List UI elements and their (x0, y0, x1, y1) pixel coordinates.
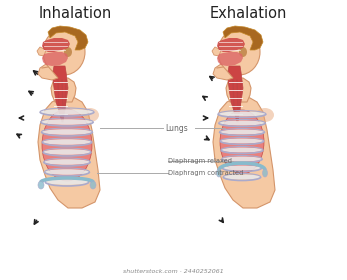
Ellipse shape (239, 47, 247, 57)
Ellipse shape (90, 181, 96, 189)
Ellipse shape (64, 47, 72, 57)
Text: Lungs: Lungs (165, 123, 188, 132)
Polygon shape (226, 78, 251, 102)
Ellipse shape (40, 109, 94, 115)
Ellipse shape (38, 181, 44, 189)
Polygon shape (38, 95, 100, 208)
Polygon shape (213, 64, 233, 80)
Text: Diaphragm relaxed: Diaphragm relaxed (168, 158, 232, 164)
Ellipse shape (220, 130, 264, 134)
Ellipse shape (42, 109, 92, 181)
Ellipse shape (219, 121, 265, 125)
Polygon shape (42, 52, 68, 66)
Text: Exhalation: Exhalation (209, 6, 287, 21)
Text: shutterstock.com · 2440252061: shutterstock.com · 2440252061 (122, 269, 223, 274)
Ellipse shape (44, 169, 90, 175)
Text: Inhalation: Inhalation (39, 6, 112, 21)
Ellipse shape (81, 108, 99, 122)
Text: Diaphragm contracted: Diaphragm contracted (168, 170, 243, 176)
Ellipse shape (42, 129, 93, 135)
Polygon shape (48, 26, 88, 50)
Ellipse shape (217, 169, 221, 177)
Ellipse shape (218, 29, 260, 75)
Ellipse shape (221, 148, 263, 152)
Ellipse shape (256, 108, 274, 122)
Ellipse shape (43, 29, 85, 75)
Polygon shape (38, 64, 58, 80)
Polygon shape (213, 95, 275, 208)
Polygon shape (37, 47, 46, 56)
Ellipse shape (220, 139, 264, 143)
Polygon shape (51, 78, 76, 102)
Polygon shape (212, 47, 221, 56)
Ellipse shape (222, 165, 262, 171)
Polygon shape (53, 66, 68, 122)
Ellipse shape (223, 174, 261, 179)
Ellipse shape (44, 159, 90, 165)
Polygon shape (42, 38, 70, 52)
Ellipse shape (45, 179, 89, 185)
Ellipse shape (41, 119, 93, 125)
Polygon shape (217, 38, 245, 52)
Polygon shape (217, 52, 243, 66)
Ellipse shape (43, 149, 91, 155)
Ellipse shape (218, 111, 266, 116)
Ellipse shape (42, 139, 92, 145)
Ellipse shape (262, 169, 268, 177)
Ellipse shape (220, 110, 264, 174)
Polygon shape (228, 66, 243, 122)
Ellipse shape (222, 157, 262, 162)
Polygon shape (223, 26, 263, 50)
